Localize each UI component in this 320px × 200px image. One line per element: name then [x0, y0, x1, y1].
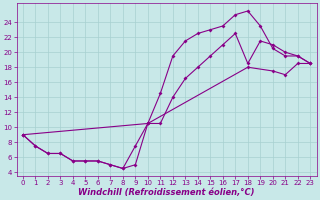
X-axis label: Windchill (Refroidissement éolien,°C): Windchill (Refroidissement éolien,°C) — [78, 188, 255, 197]
